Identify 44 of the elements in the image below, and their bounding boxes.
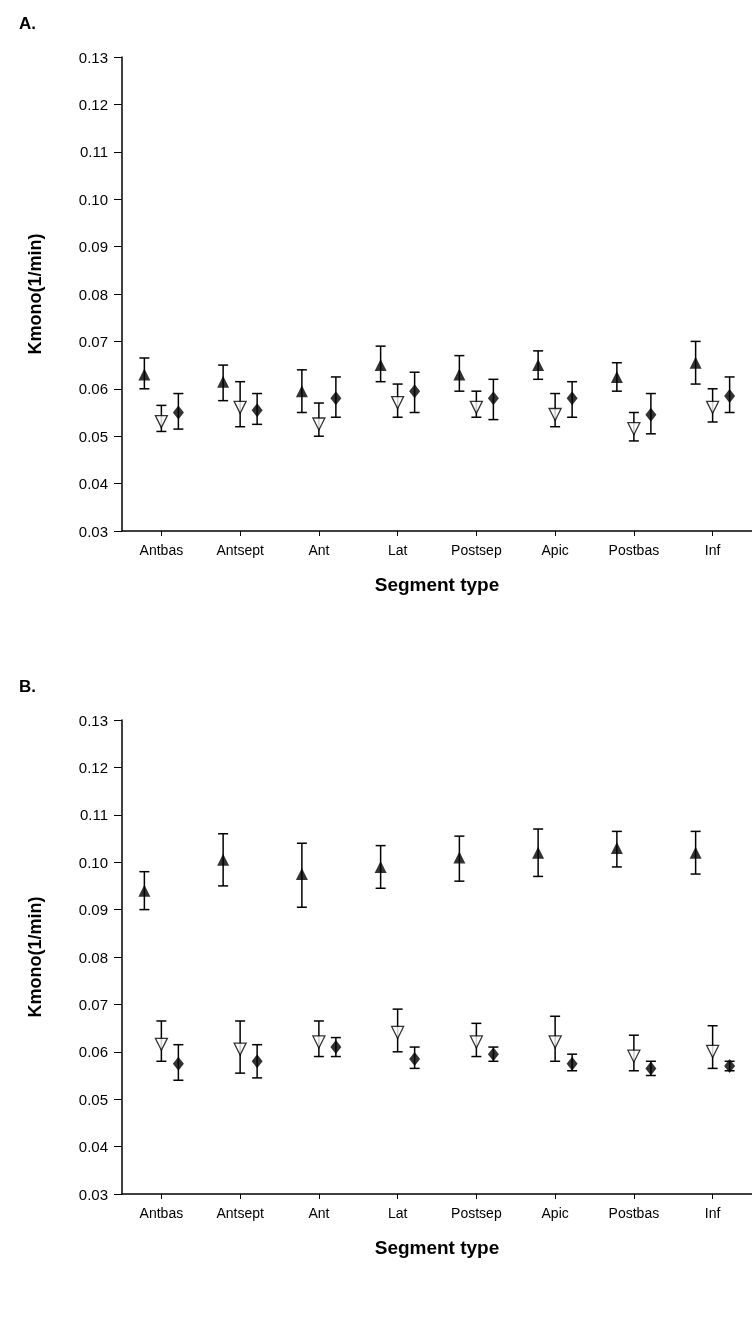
x-tick-label: Antbas [139,542,184,558]
y-tick-label: 0.10 [78,190,108,208]
y-tick-label: 0.08 [78,285,108,303]
y-tick-label: 0.03 [78,522,108,540]
x-tick-label: Antsept [216,542,264,558]
x-tick-label: Postbas [608,542,660,558]
y-tick-label: 0.09 [78,238,108,256]
chart-title: B. [19,677,36,696]
x-axis-title: Segment type [374,574,500,595]
y-tick-label: 0.05 [78,427,108,445]
x-tick-label: Postbas [608,1205,660,1221]
x-tick-label: Postsep [451,1205,502,1221]
y-tick-label: 0.11 [79,143,108,161]
x-tick-label: Apic [541,1205,569,1221]
chart-title: A. [19,14,36,33]
x-tick-label: Lat [387,1205,408,1221]
y-tick-label: 0.10 [78,853,108,871]
x-tick-label: Apic [541,542,569,558]
x-tick-label: Postsep [451,542,502,558]
y-tick-label: 0.03 [78,1185,108,1203]
y-tick-label: 0.08 [78,948,108,966]
y-tick-label: 0.11 [79,806,108,824]
y-tick-label: 0.13 [78,711,108,729]
x-tick-label: Inf [704,1205,721,1221]
y-tick-label: 0.12 [78,758,108,776]
y-tick-label: 0.13 [78,48,108,66]
x-tick-label: Lat [387,542,408,558]
x-tick-label: Ant [308,1205,330,1221]
x-tick-label: Ant [308,542,330,558]
y-tick-label: 0.09 [78,901,108,919]
x-axis-title: Segment type [374,1237,500,1258]
x-tick-label: Antbas [139,1205,184,1221]
x-tick-label: Inf [704,542,721,558]
y-tick-label: 0.05 [78,1090,108,1108]
y-tick-label: 0.04 [78,1138,108,1156]
y-tick-label: 0.07 [78,995,108,1013]
y-tick-label: 0.12 [78,95,108,113]
y-tick-label: 0.04 [78,475,108,493]
y-tick-label: 0.06 [78,1043,108,1061]
y-tick-label: 0.07 [78,332,108,350]
x-tick-label: Antsept [216,1205,264,1221]
y-axis-title: Kmono(1/min) [25,233,45,355]
y-axis-title: Kmono(1/min) [25,896,45,1018]
y-tick-label: 0.06 [78,380,108,398]
